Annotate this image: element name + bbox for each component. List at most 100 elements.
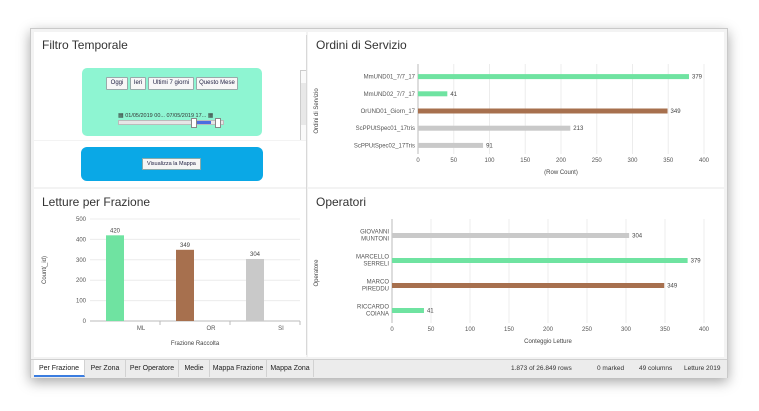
data-label: 420 xyxy=(110,228,121,234)
x-tick-label: 250 xyxy=(592,158,603,164)
x-tick-label: 50 xyxy=(428,327,435,333)
y-tick-label: PIREDDU xyxy=(362,287,389,293)
y-axis-title: Ordini di Servizio xyxy=(314,88,320,134)
readings-panel: Letture per Frazione 0 100 200 300 400 500 420… xyxy=(34,189,306,357)
bar xyxy=(392,283,665,288)
columns-status: 49 columns xyxy=(639,365,673,372)
bar xyxy=(418,91,448,97)
data-label: 349 xyxy=(667,284,678,290)
x-tick-label: 0 xyxy=(416,158,420,164)
dashboard-window: Filtro Temporale Oggi Ieri Ultimi 7 gior… xyxy=(30,28,728,378)
data-label: 91 xyxy=(486,143,493,149)
x-tick-label: 200 xyxy=(556,158,567,164)
operators-panel-title: Operatori xyxy=(316,195,367,209)
y-tick-label: 500 xyxy=(76,217,87,223)
date-range-text: 01/05/2019 00... 07/05/2019 17... xyxy=(125,113,207,119)
x-tick-label: 300 xyxy=(627,158,638,164)
x-tick-label: 250 xyxy=(582,327,593,333)
calendar-icon[interactable]: ▦ xyxy=(207,113,214,119)
bar xyxy=(418,142,484,148)
bar xyxy=(418,74,689,80)
row-count-status: 1.873 of 26.849 rows xyxy=(511,365,572,372)
x-tick-label: 50 xyxy=(450,158,457,164)
x-tick-label: 300 xyxy=(621,327,632,333)
y-tick-label: SERRELI xyxy=(363,262,389,268)
today-button[interactable]: Oggi xyxy=(106,77,128,90)
filter-panel-title: Filtro Temporale xyxy=(42,38,128,52)
x-tick-label: 0 xyxy=(390,327,394,333)
slider-selected-range xyxy=(197,121,211,124)
date-range-slider[interactable] xyxy=(118,118,224,128)
slider-start-handle[interactable] xyxy=(191,118,197,128)
tab-per-zona[interactable]: Per Zona xyxy=(85,360,126,377)
data-label: 379 xyxy=(691,259,702,265)
y-tick-label: ScPPUtSpec01_17tris xyxy=(356,126,415,132)
x-tick-label: OR xyxy=(207,326,217,332)
bar xyxy=(392,308,424,313)
y-tick-label: 0 xyxy=(83,319,87,325)
readings-panel-title: Letture per Frazione xyxy=(42,195,151,209)
tab-mappa-zona[interactable]: Mappa Zona xyxy=(267,360,314,377)
filter-panel: Filtro Temporale Oggi Ieri Ultimi 7 gior… xyxy=(34,32,306,140)
tab-medie[interactable]: Medie xyxy=(179,360,210,377)
bar xyxy=(418,108,668,114)
page-name-status: Letture 2019 xyxy=(684,365,721,372)
readings-chart: 0 100 200 300 400 500 420 ML 349 OR 304 SI Frazione … xyxy=(42,217,301,347)
x-tick-label: 400 xyxy=(699,327,710,333)
y-tick-label: GIOVANNI xyxy=(360,230,389,236)
x-tick-label: 100 xyxy=(465,327,476,333)
y-axis-title: Operatore xyxy=(314,259,320,287)
data-label: 304 xyxy=(632,234,643,240)
y-axis-title: Count(_id) xyxy=(42,256,48,284)
data-label: 213 xyxy=(573,126,584,132)
x-tick-label: ML xyxy=(137,326,146,332)
data-label: 349 xyxy=(180,243,191,249)
date-range-label: ▦ 01/05/2019 00... 07/05/2019 17... ▦ xyxy=(118,112,213,119)
slider-end-handle[interactable] xyxy=(215,118,221,128)
y-tick-label: RICCARDO xyxy=(357,305,389,311)
y-tick-label: 100 xyxy=(76,299,87,305)
vertical-divider xyxy=(306,35,307,355)
tab-per-operatore[interactable]: Per Operatore xyxy=(126,360,179,377)
tab-mappa-frazione[interactable]: Mappa Frazione xyxy=(210,360,267,377)
y-tick-label: ScPPUtSpec02_17Tris xyxy=(354,143,415,149)
x-tick-label: SI xyxy=(278,326,284,332)
show-map-button[interactable]: Visualizza la Mappa xyxy=(142,158,201,170)
operators-chart: 0 50 100 150 200 250 300 350 400 304 GIOVANNIMUNTO… xyxy=(314,219,710,345)
tab-per-frazione[interactable]: Per Frazione xyxy=(34,360,85,377)
y-tick-label: 200 xyxy=(76,278,87,284)
x-tick-label: 150 xyxy=(520,158,531,164)
y-tick-label: MmUND01_7/7_17 xyxy=(364,75,416,81)
data-label: 41 xyxy=(450,92,457,98)
x-tick-label: 150 xyxy=(504,327,515,333)
operators-panel: Operatori 0 50 100 150 200 250 300 350 400 304 GIO… xyxy=(308,189,724,357)
data-label: 379 xyxy=(692,75,703,81)
y-tick-label: COIANA xyxy=(366,312,389,318)
x-axis-title: Frazione Raccolta xyxy=(171,341,220,347)
map-panel: Visualizza la Mappa xyxy=(34,141,306,187)
orders-panel: Ordini di Servizio 0 50 100 150 200 250 300 350… xyxy=(308,32,724,187)
last-7-days-button[interactable]: Ultimi 7 giorni xyxy=(148,77,194,90)
page-tab-bar: Per Frazione Per Zona Per Operatore Medi… xyxy=(31,359,727,378)
x-tick-label: 350 xyxy=(660,327,671,333)
calendar-icon[interactable]: ▦ xyxy=(118,113,124,119)
map-action-box: Visualizza la Mappa xyxy=(81,147,263,181)
y-tick-label: 300 xyxy=(76,258,87,264)
y-tick-label: MARCELLO xyxy=(356,255,389,261)
bar xyxy=(392,233,630,238)
bar xyxy=(176,249,194,321)
filter-scrollbar[interactable] xyxy=(300,70,306,140)
this-month-button[interactable]: Questo Mese xyxy=(196,77,238,90)
date-filter-box: Oggi Ieri Ultimi 7 giorni Questo Mese ▦ … xyxy=(82,68,262,136)
data-label: 349 xyxy=(671,109,682,115)
bar xyxy=(246,258,264,321)
x-axis-title: Conteggio Letture xyxy=(524,339,572,345)
yesterday-button[interactable]: Ieri xyxy=(130,77,146,90)
filter-scroll-thumb[interactable] xyxy=(301,83,306,125)
orders-chart: 0 50 100 150 200 250 300 350 400 379 MmUND01_7/7_1… xyxy=(314,64,710,176)
orders-panel-title: Ordini di Servizio xyxy=(316,38,407,52)
y-tick-label: 400 xyxy=(76,237,87,243)
y-tick-label: MmUND02_7/7_17 xyxy=(364,92,416,98)
bar xyxy=(392,258,688,263)
x-axis-title: (Row Count) xyxy=(544,170,578,176)
